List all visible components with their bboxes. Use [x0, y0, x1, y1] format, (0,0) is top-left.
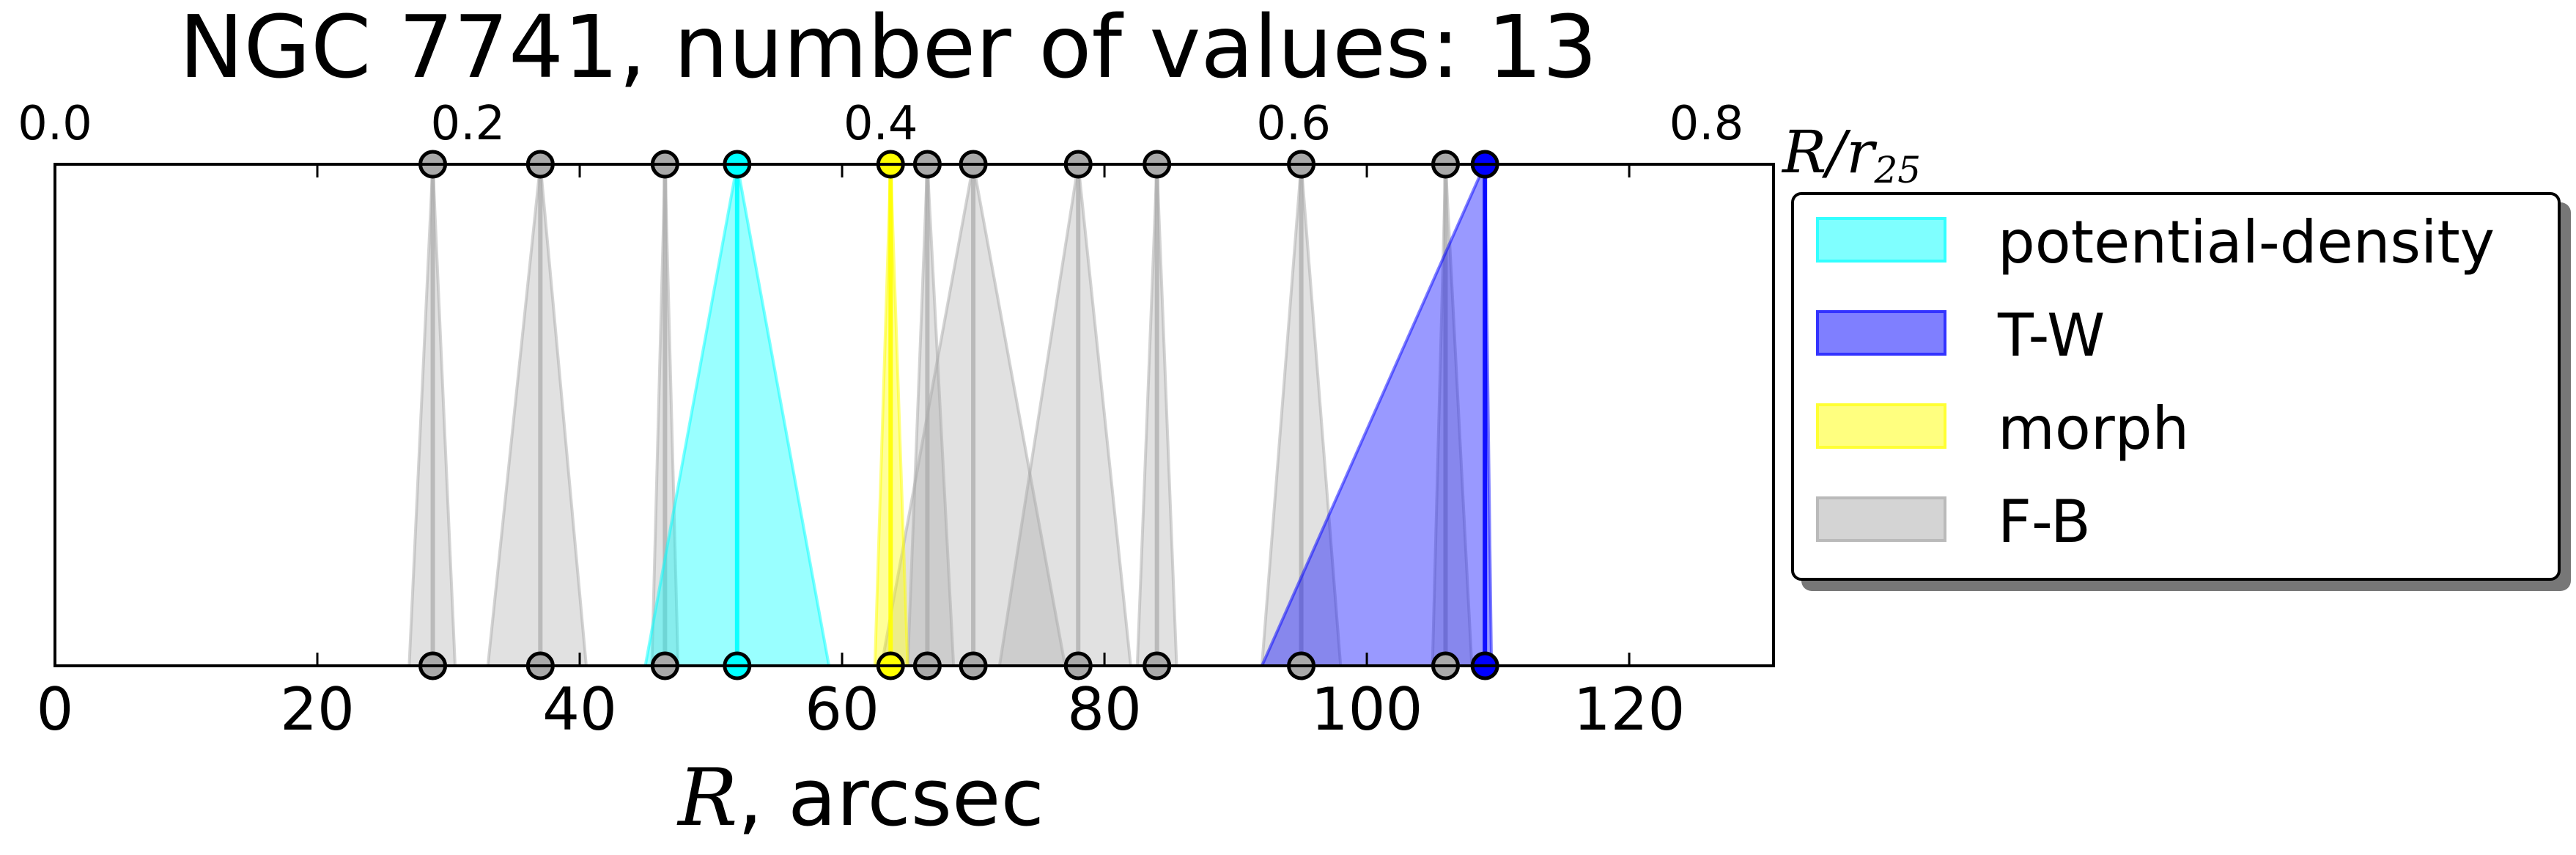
- legend: potential-density T-W morph F-B: [1791, 192, 2561, 581]
- top-tick-label: 0.2: [430, 97, 505, 151]
- legend-swatch-potential-density: [1816, 217, 1946, 263]
- x-axis-label-unit: , arcsec: [737, 752, 1044, 844]
- chart-title: NGC 7741, number of values: 13: [179, 0, 1597, 98]
- x-tick-label: 80: [1067, 675, 1142, 744]
- legend-label: F-B: [1998, 488, 2091, 556]
- plot-area: [407, 150, 1499, 680]
- legend-label: morph: [1998, 395, 2190, 463]
- plot-frame: [53, 163, 1775, 667]
- top-axis-label: R/r25: [1781, 118, 1921, 191]
- top-tick-label: 0.4: [844, 97, 918, 151]
- x-tick-label: 60: [805, 675, 879, 744]
- x-tick-label: 120: [1573, 675, 1686, 744]
- x-tick-label: 100: [1311, 675, 1423, 744]
- legend-swatch-t-w: [1816, 310, 1946, 356]
- legend-item-potential-density: potential-density: [1794, 195, 2558, 276]
- bottom-x-axis: 0 20 40 60 80 100 120: [37, 164, 1686, 744]
- top-tick-label: 0.0: [18, 97, 92, 151]
- legend-label: potential-density: [1998, 208, 2495, 276]
- legend-swatch-morph: [1816, 403, 1946, 449]
- x-tick-label: 20: [280, 675, 355, 744]
- legend-item-morph: morph: [1794, 381, 2558, 462]
- range-triangle-F-B: [486, 164, 588, 667]
- x-tick-label: 40: [542, 675, 617, 744]
- legend-item-t-w: T-W: [1794, 288, 2558, 369]
- top-tick-label: 0.8: [1669, 97, 1744, 151]
- x-tick-label: 0: [37, 675, 74, 744]
- top-x-axis: 0.0 0.2 0.4 0.6 0.8: [18, 97, 1743, 151]
- legend-swatch-f-b: [1816, 496, 1946, 542]
- x-axis-label-symbol: R: [676, 752, 737, 844]
- legend-item-f-b: F-B: [1794, 474, 2558, 555]
- legend-label: T-W: [1998, 301, 2106, 370]
- top-tick-label: 0.6: [1256, 97, 1331, 151]
- x-axis-label: R, arcsec: [676, 752, 1044, 844]
